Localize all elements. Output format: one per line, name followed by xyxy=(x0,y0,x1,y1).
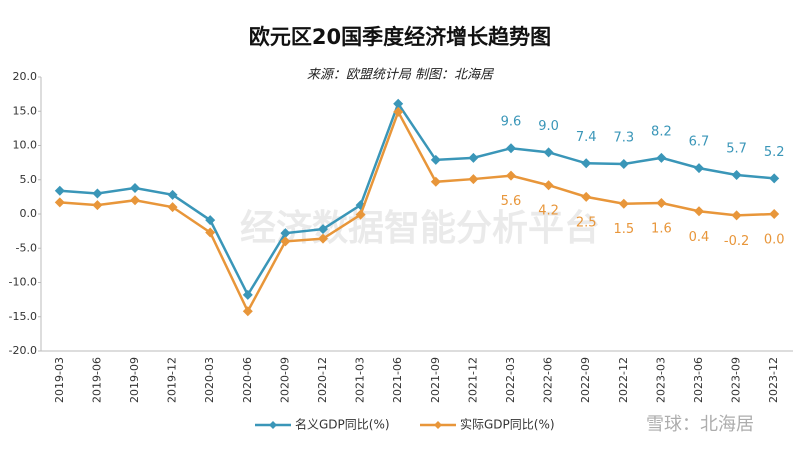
point xyxy=(205,227,216,238)
value-label: 0.0 xyxy=(764,233,785,248)
point xyxy=(543,147,554,158)
point xyxy=(543,180,554,191)
point xyxy=(506,170,516,181)
x-tick-label: 2022-03 xyxy=(504,357,517,403)
point xyxy=(468,174,479,185)
x-tick-label: 2021-06 xyxy=(391,357,404,403)
chart-subtitle: 来源：欧盟统计局 制图：北海居 xyxy=(307,68,495,83)
x-tick-label: 2021-03 xyxy=(354,357,367,403)
point xyxy=(130,195,140,206)
point xyxy=(54,197,65,208)
series-line xyxy=(59,108,775,315)
point xyxy=(430,176,441,187)
x-tick-label: 2021-12 xyxy=(466,357,479,403)
x-tick-label: 2019-09 xyxy=(128,357,141,403)
x-tick-label: 2019-03 xyxy=(53,357,66,403)
point xyxy=(506,143,516,154)
point xyxy=(54,185,65,196)
point xyxy=(731,210,742,221)
point xyxy=(242,289,253,300)
point xyxy=(205,215,216,226)
legend-label: 实际GDP同比(%) xyxy=(460,417,555,432)
watermark: 雪球：北海居 xyxy=(646,414,754,435)
watermark: 经济数据智能分析平台 xyxy=(240,208,600,249)
point xyxy=(280,236,291,247)
point xyxy=(242,306,253,317)
point xyxy=(581,191,592,202)
point xyxy=(769,173,780,184)
point xyxy=(280,228,291,239)
point xyxy=(318,224,328,235)
x-tick-label: 2023-12 xyxy=(767,357,780,403)
value-label: -0.2 xyxy=(724,234,749,249)
point xyxy=(318,233,328,244)
value-label: 5.7 xyxy=(726,141,747,156)
point xyxy=(130,182,140,193)
value-label: 7.3 xyxy=(613,130,634,145)
value-label: 6.7 xyxy=(689,135,710,150)
value-label: 2.5 xyxy=(576,215,597,230)
point xyxy=(656,198,667,209)
legend-label: 名义GDP同比(%) xyxy=(295,417,390,432)
y-tick-label: -10.0 xyxy=(9,276,37,289)
y-tick-label: -20.0 xyxy=(9,344,37,357)
point xyxy=(694,206,704,217)
x-tick-label: 2019-12 xyxy=(166,357,179,403)
y-tick-label: 15.0 xyxy=(13,104,38,117)
point xyxy=(769,209,780,219)
value-label: 1.5 xyxy=(613,222,634,237)
y-tick-label: 0.0 xyxy=(20,207,38,220)
x-tick-label: 2020-06 xyxy=(241,357,254,403)
point xyxy=(618,198,629,209)
point xyxy=(92,200,103,211)
series-line xyxy=(59,100,775,298)
point xyxy=(430,154,441,165)
value-label: 0.4 xyxy=(689,230,710,245)
point xyxy=(694,163,704,174)
value-label: 9.0 xyxy=(538,119,559,134)
point xyxy=(167,202,178,213)
point xyxy=(167,189,178,200)
value-label: 1.6 xyxy=(651,222,672,237)
y-tick-label: 20.0 xyxy=(13,70,38,83)
x-tick-label: 2023-09 xyxy=(730,357,743,403)
point xyxy=(393,98,404,109)
legend-marker xyxy=(269,421,277,429)
value-label: 9.6 xyxy=(501,115,522,130)
x-tick-label: 2019-06 xyxy=(90,357,103,403)
point xyxy=(731,169,742,180)
point xyxy=(393,106,404,117)
x-tick-label: 2023-03 xyxy=(654,357,667,403)
x-tick-label: 2023-06 xyxy=(692,357,705,403)
x-tick-label: 2021-09 xyxy=(429,357,442,403)
value-label: 5.2 xyxy=(764,145,785,160)
value-label: 7.4 xyxy=(576,130,597,145)
y-tick-label: -5.0 xyxy=(16,241,37,254)
x-tick-label: 2020-12 xyxy=(316,357,329,403)
legend-marker xyxy=(434,421,442,429)
chart-title: 欧元区20国季度经济增长趋势图 xyxy=(249,25,551,49)
point xyxy=(656,152,667,163)
y-tick-label: 10.0 xyxy=(13,139,38,152)
value-label: 5.6 xyxy=(501,194,522,209)
value-label: 4.2 xyxy=(538,204,559,219)
x-tick-label: 2022-06 xyxy=(542,357,555,403)
y-tick-label: -15.0 xyxy=(9,310,37,323)
y-tick-label: 5.0 xyxy=(20,173,38,186)
x-tick-label: 2022-09 xyxy=(579,357,592,403)
point xyxy=(355,209,366,220)
point xyxy=(92,188,103,199)
x-tick-label: 2020-03 xyxy=(203,357,216,403)
value-label: 8.2 xyxy=(651,124,672,139)
point xyxy=(468,152,479,163)
point xyxy=(581,158,592,169)
point xyxy=(618,158,629,169)
x-tick-label: 2020-09 xyxy=(278,357,291,403)
x-tick-label: 2022-12 xyxy=(617,357,630,403)
